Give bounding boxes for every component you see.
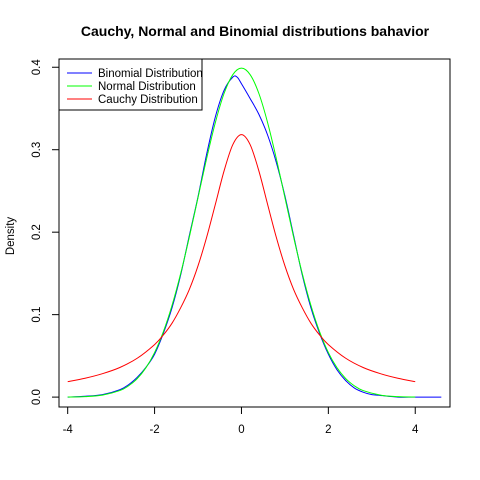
x-tick-label: 4 <box>412 424 419 436</box>
series-line-normal <box>67 67 416 398</box>
series-layer <box>67 67 442 398</box>
plot-frame <box>58 58 451 408</box>
y-tick-label: 0.3 <box>31 142 43 158</box>
x-tick-label: 2 <box>325 424 331 436</box>
legend-label-binomial: Binomial Distribution <box>98 68 203 80</box>
y-tick-label: 0.1 <box>31 307 43 323</box>
legend-box <box>58 58 203 111</box>
legend-label-normal: Normal Distribution <box>98 81 196 93</box>
x-tick-label: -2 <box>149 424 159 436</box>
x-tick-label: 0 <box>238 424 244 436</box>
legend-label-cauchy: Cauchy Distribution <box>98 94 198 106</box>
legend: Binomial Distribution Normal Distributio… <box>58 58 203 111</box>
series-line-binomial <box>67 75 442 398</box>
y-tick-label: 0.2 <box>31 224 43 240</box>
x-tick-label: -4 <box>63 424 74 436</box>
y-tick-label: 0.0 <box>31 389 43 405</box>
chart-title: Cauchy, Normal and Binomial distribution… <box>81 23 430 39</box>
y-axis-label: Density <box>5 217 17 256</box>
x-axis: -4 -2 0 2 4 <box>63 406 419 436</box>
y-axis: 0.0 0.1 0.2 0.3 0.4 <box>31 59 60 405</box>
series-line-cauchy <box>67 134 416 383</box>
y-tick-label: 0.4 <box>31 59 43 76</box>
